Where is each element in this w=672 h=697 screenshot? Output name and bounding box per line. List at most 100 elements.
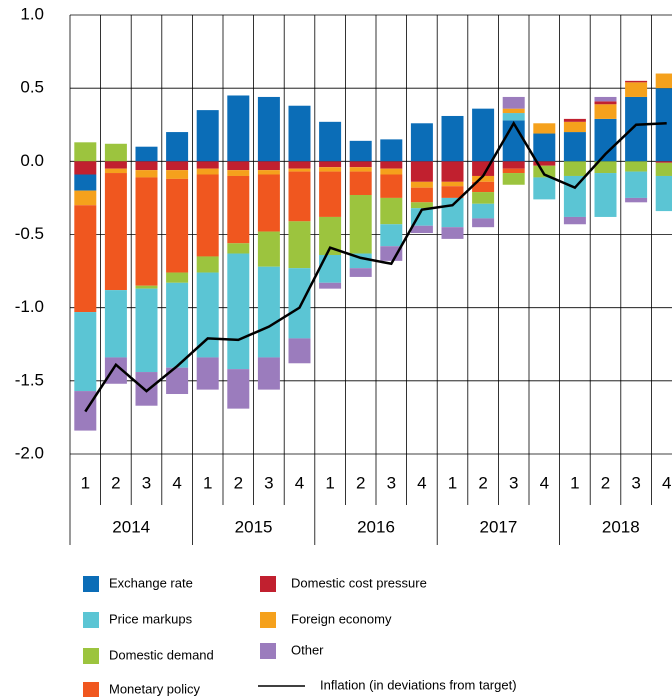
bar — [196, 272, 219, 358]
bar — [319, 167, 342, 172]
legend-label: Inflation (in deviations from target) — [320, 677, 517, 692]
bar — [319, 171, 342, 217]
bar — [563, 161, 586, 176]
bar — [472, 181, 495, 193]
bar — [563, 118, 586, 122]
bar — [533, 165, 556, 178]
bar — [104, 290, 127, 358]
y-tick-label: -1.5 — [15, 370, 44, 389]
bar — [349, 161, 372, 168]
bar — [502, 108, 525, 114]
x-tick-label: 4 — [295, 473, 304, 492]
bar — [441, 186, 464, 198]
bar — [227, 243, 250, 254]
group-label: 2014 — [112, 517, 150, 536]
bar — [288, 168, 311, 172]
bar — [563, 216, 586, 225]
bar — [196, 161, 219, 169]
x-tick-label: 4 — [417, 473, 426, 492]
x-tick-label: 4 — [662, 473, 671, 492]
x-tick-label: 2 — [234, 473, 243, 492]
bar — [135, 161, 158, 171]
bar — [594, 104, 617, 119]
bar — [380, 168, 403, 175]
bar — [288, 338, 311, 364]
bar — [655, 88, 672, 162]
bar — [257, 96, 280, 162]
bar — [533, 123, 556, 134]
x-tick-label: 1 — [448, 473, 457, 492]
bar — [166, 132, 189, 162]
bar — [319, 161, 342, 168]
bar — [349, 268, 372, 277]
legend-swatch — [260, 576, 276, 592]
bar — [166, 178, 189, 273]
group-label: 2016 — [357, 517, 395, 536]
x-tick-label: 4 — [540, 473, 549, 492]
y-tick-label: -1.0 — [15, 297, 44, 316]
bar — [349, 171, 372, 195]
bar — [380, 139, 403, 162]
bar — [625, 80, 648, 83]
bar — [502, 173, 525, 185]
bar — [288, 171, 311, 222]
group-label: 2015 — [235, 517, 273, 536]
bar — [74, 142, 97, 162]
bar — [166, 272, 189, 283]
bar — [288, 221, 311, 269]
group-label: 2017 — [479, 517, 517, 536]
bar — [594, 101, 617, 105]
bar — [319, 216, 342, 255]
bar — [166, 282, 189, 368]
bar — [655, 175, 672, 212]
legend-swatch — [83, 576, 99, 592]
bar — [625, 82, 648, 97]
group-label: 2018 — [602, 517, 640, 536]
bar — [594, 173, 617, 217]
bar — [349, 140, 372, 162]
bar — [380, 246, 403, 261]
bar — [563, 121, 586, 133]
bar — [441, 197, 464, 228]
bar — [472, 218, 495, 228]
bar — [227, 369, 250, 409]
bar — [472, 108, 495, 162]
bar — [319, 282, 342, 289]
bar — [380, 224, 403, 247]
x-tick-label: 1 — [203, 473, 212, 492]
bar — [655, 161, 672, 163]
bar — [257, 161, 280, 171]
legend-label: Exchange rate — [109, 575, 193, 590]
x-tick-label: 3 — [142, 473, 151, 492]
bar — [135, 288, 158, 373]
bar — [625, 161, 648, 172]
bar — [410, 225, 433, 234]
bar — [349, 194, 372, 254]
legend-swatch — [83, 648, 99, 664]
bar — [196, 357, 219, 390]
bar — [104, 168, 127, 174]
bar — [441, 115, 464, 162]
bar — [257, 174, 280, 232]
bar — [74, 161, 97, 175]
bar — [563, 132, 586, 162]
legend-label: Other — [291, 642, 324, 657]
bar — [135, 170, 158, 178]
bar — [319, 254, 342, 283]
bar — [410, 202, 433, 209]
y-tick-label: 0.5 — [20, 78, 44, 97]
bar — [594, 96, 617, 102]
bar — [196, 110, 219, 162]
legend-swatch — [260, 643, 276, 659]
bar — [227, 170, 250, 176]
x-tick-label: 3 — [631, 473, 640, 492]
bar — [257, 357, 280, 390]
bar — [104, 357, 127, 384]
bar — [625, 171, 648, 198]
bar — [380, 161, 403, 169]
bar — [625, 96, 648, 162]
bar — [349, 167, 372, 172]
bar — [257, 170, 280, 175]
x-tick-label: 3 — [387, 473, 396, 492]
